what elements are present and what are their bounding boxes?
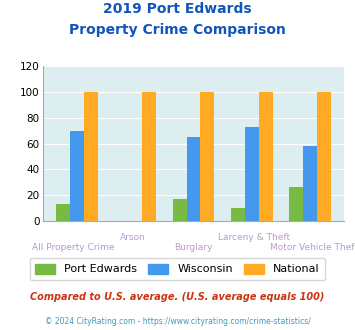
Text: Arson: Arson xyxy=(120,233,146,242)
Text: Larceny & Theft: Larceny & Theft xyxy=(218,233,290,242)
Text: All Property Crime: All Property Crime xyxy=(32,243,114,251)
Bar xyxy=(258,92,273,221)
Text: © 2024 CityRating.com - https://www.cityrating.com/crime-statistics/: © 2024 CityRating.com - https://www.city… xyxy=(45,317,310,326)
Legend: Port Edwards, Wisconsin, National: Port Edwards, Wisconsin, National xyxy=(30,258,325,280)
Bar xyxy=(186,137,201,221)
Bar xyxy=(84,92,98,221)
Bar xyxy=(201,92,214,221)
Bar xyxy=(231,208,245,221)
Bar xyxy=(173,199,186,221)
Text: Property Crime Comparison: Property Crime Comparison xyxy=(69,23,286,37)
Text: 2019 Port Edwards: 2019 Port Edwards xyxy=(103,2,252,16)
Bar xyxy=(56,204,70,221)
Bar xyxy=(303,146,317,221)
Text: Motor Vehicle Theft: Motor Vehicle Theft xyxy=(270,243,355,251)
Text: Compared to U.S. average. (U.S. average equals 100): Compared to U.S. average. (U.S. average … xyxy=(30,292,325,302)
Bar xyxy=(245,127,258,221)
Bar xyxy=(142,92,156,221)
Bar xyxy=(289,187,303,221)
Bar xyxy=(317,92,331,221)
Bar xyxy=(70,131,84,221)
Text: Burglary: Burglary xyxy=(174,243,213,251)
